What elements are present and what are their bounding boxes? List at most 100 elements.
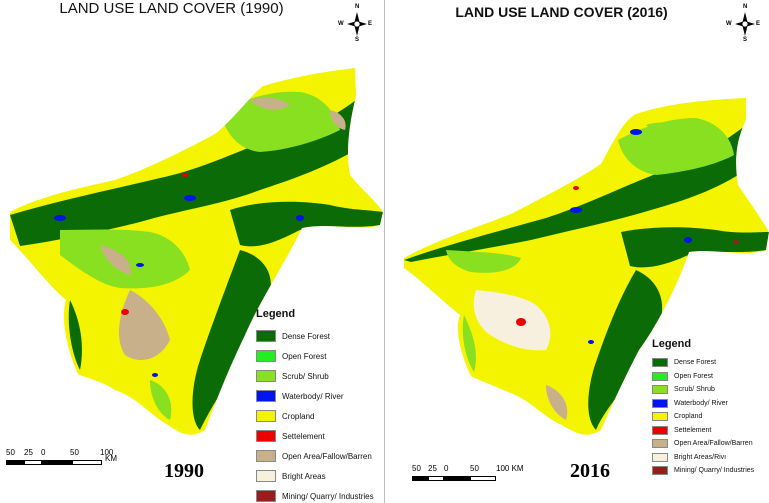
legend-item: Mining/ Quarry/ Industries: [652, 464, 754, 478]
legend-item: Open Forest: [256, 346, 374, 366]
panel-divider: [384, 0, 385, 503]
scale-segment: [428, 476, 444, 481]
legend-item: Dense Forest: [256, 326, 374, 346]
scale-unit: KM: [105, 454, 117, 463]
legend-item: Settelement: [652, 424, 754, 438]
legend-label: Dense Forest: [674, 359, 717, 367]
legend-swatch: [256, 390, 276, 402]
legend-title: Legend: [256, 308, 296, 320]
compass-n: N: [743, 4, 748, 10]
legend-swatch: [652, 371, 668, 381]
legend-label: Scrub/ Shrub: [282, 371, 329, 381]
map-year: 1990: [164, 460, 204, 482]
map-title: LAND USE LAND COVER (2016): [455, 4, 668, 20]
legend-swatch: [652, 385, 668, 395]
scale-tick: 50: [6, 448, 15, 457]
compass-e: E: [368, 21, 373, 27]
legend-title: Legend: [652, 338, 692, 350]
scale-segment: [72, 460, 102, 465]
legend-label: Bright Areas: [282, 471, 326, 481]
scale-tick: 50: [470, 464, 479, 473]
scale-bar: 50 25 0 50 100 KM: [412, 464, 542, 481]
legend-item: Waterbody/ River: [652, 397, 754, 411]
legend-item: Dense Forest: [652, 356, 754, 370]
legend-swatch: [652, 412, 668, 422]
legend-swatch: [256, 330, 276, 342]
legend-label: Waterbody/ River: [674, 399, 728, 407]
scale-segment: [470, 476, 496, 481]
map-panel-1990: LAND USE LAND COVER (1990): [0, 0, 383, 503]
scale-segments: KM: [6, 454, 136, 465]
legend-label: Scrub/ Shrub: [674, 386, 715, 394]
map-panel-2016: LAND USE LAND COVER (2016): [386, 0, 769, 503]
legend-items: Dense Forest Open Forest Scrub/ Shrub Wa…: [256, 326, 374, 503]
legend-swatch: [256, 370, 276, 382]
scale-tick: 100 KM: [496, 464, 524, 473]
north-arrow: N S E W: [726, 4, 761, 49]
legend-swatch: [256, 350, 276, 362]
legend-swatch: [256, 430, 276, 442]
scale-tick: 0: [41, 448, 46, 457]
legend-swatch: [256, 470, 276, 482]
lulc-map-1990: [10, 68, 383, 435]
legend-swatch: [652, 358, 668, 368]
legend-item: Scrub/ Shrub: [256, 366, 374, 386]
map-legend: Legend Dense Forest Open Forest Scrub/ S…: [652, 338, 754, 478]
legend-item: Bright Areas: [256, 466, 374, 486]
compass-rose-icon: [735, 12, 755, 36]
legend-label: Open Area/Fallow/Barren: [674, 440, 753, 448]
scale-tick: 100: [100, 448, 114, 457]
legend-label: Open Forest: [674, 372, 713, 380]
legend-item: Cropland: [652, 410, 754, 424]
scale-tick: 25: [428, 464, 437, 473]
map-title: LAND USE LAND COVER (1990): [59, 0, 284, 17]
compass-e: E: [756, 21, 761, 27]
legend-label: Settelement: [282, 431, 325, 441]
legend-swatch: [256, 450, 276, 462]
scale-labels: 50 25 0 50 100: [6, 448, 136, 458]
legend-label: Open Forest: [282, 351, 327, 361]
compass-s: S: [743, 37, 748, 43]
legend-swatch: [652, 466, 668, 476]
compass-w: W: [726, 21, 732, 27]
legend-item: Mining/ Quarry/ Industries: [256, 486, 374, 503]
legend-label: Bright Areas/Rivı: [674, 453, 727, 461]
legend-label: Cropland: [674, 413, 703, 421]
legend-swatch: [652, 452, 668, 462]
legend-swatch: [652, 398, 668, 408]
scale-segments: [412, 476, 542, 481]
legend-swatch: [652, 439, 668, 449]
legend-swatch: [256, 490, 276, 502]
scale-tick: 0: [444, 464, 449, 473]
legend-label: Open Area/Fallow/Barren: [282, 451, 372, 461]
scale-segment: [24, 460, 42, 465]
legend-label: Mining/ Quarry/ Industries: [674, 467, 755, 475]
north-arrow: N S E W: [338, 4, 373, 49]
scale-bar: 50 25 0 50 100 KM: [6, 448, 136, 465]
legend-label: Dense Forest: [282, 331, 331, 341]
scale-segment: [444, 476, 470, 481]
legend-item: Scrub/ Shrub: [652, 383, 754, 397]
legend-items: Dense Forest Open Forest Scrub/ Shrub Wa…: [652, 356, 754, 478]
legend-item: Waterbody/ River: [256, 386, 374, 406]
compass-s: S: [355, 37, 360, 43]
scale-tick: 25: [24, 448, 33, 457]
compass-w: W: [338, 21, 344, 27]
legend-item: Cropland: [256, 406, 374, 426]
legend-item: Open Area/Fallow/Barren: [256, 446, 374, 466]
scale-labels: 50 25 0 50 100 KM: [412, 464, 542, 474]
legend-label: Waterbody/ River: [282, 391, 344, 401]
scale-segment: [6, 460, 24, 465]
legend-item: Settelement: [256, 426, 374, 446]
scale-segment: [42, 460, 72, 465]
legend-swatch: [652, 425, 668, 435]
lulc-map-2016: [404, 98, 769, 435]
legend-label: Settelement: [674, 426, 712, 434]
legend-label: Mining/ Quarry/ Industries: [282, 491, 374, 501]
compass-n: N: [355, 4, 360, 10]
scale-segment: [412, 476, 428, 481]
scale-tick: 50: [412, 464, 421, 473]
compass-rose-icon: [347, 12, 367, 36]
map-year: 2016: [570, 460, 610, 482]
legend-item: Bright Areas/Rivı: [652, 451, 754, 465]
